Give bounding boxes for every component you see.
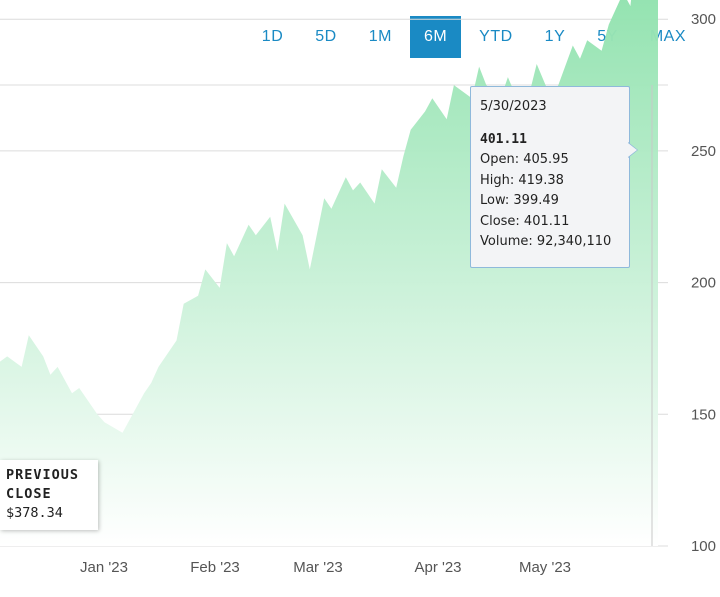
y-tick-label: 150 xyxy=(691,406,716,423)
tooltip-open: Open: 405.95 xyxy=(480,152,569,167)
previous-close-label: PREVIOUS CLOSE $378.34 xyxy=(0,460,98,530)
range-button-1d[interactable]: 1D xyxy=(261,28,284,45)
x-tick-label: May '23 xyxy=(519,559,571,576)
range-button-6m[interactable]: 6M xyxy=(409,16,462,58)
x-tick-label: Apr '23 xyxy=(414,559,461,576)
tooltip-close: Close: 401.11 xyxy=(480,213,570,229)
range-button-ytd[interactable]: YTD xyxy=(479,28,513,45)
y-tick-label: 300 xyxy=(691,11,716,28)
previous-close-line1: PREVIOUS xyxy=(6,467,80,483)
previous-close-price: $378.34 xyxy=(6,505,63,521)
y-tick-label: 100 xyxy=(691,538,716,555)
range-button-1y[interactable]: 1Y xyxy=(544,28,566,45)
tooltip-high: High: 419.38 xyxy=(480,172,564,188)
x-tick-label: Mar '23 xyxy=(293,559,343,576)
x-tick-label: Jan '23 xyxy=(80,559,128,576)
range-button-5d[interactable]: 5D xyxy=(315,28,337,45)
price-area xyxy=(0,0,658,546)
x-tick-label: Feb '23 xyxy=(190,559,240,576)
y-tick-label: 200 xyxy=(691,275,716,292)
tooltip-date: 5/30/2023 xyxy=(480,99,547,114)
price-tooltip: 5/30/2023 401.11 Open: 405.95 High: 419.… xyxy=(470,86,630,268)
y-axis: 100150200250300350400 xyxy=(691,11,716,555)
tooltip-volume: Volume: 92,340,110 xyxy=(480,234,612,249)
range-button-1m[interactable]: 1M xyxy=(368,28,392,45)
x-axis: Jan '23 Feb '23 Mar '23 Apr '23 May '23 xyxy=(80,559,571,576)
tooltip-close-value: 401.11 xyxy=(480,131,527,147)
previous-close-line2: CLOSE xyxy=(6,486,52,502)
range-button-max[interactable]: MAX xyxy=(649,28,686,45)
tooltip-arrow-fill xyxy=(628,143,637,157)
tooltip-low: Low: 399.49 xyxy=(480,193,559,208)
y-tick-label: 250 xyxy=(691,143,716,160)
